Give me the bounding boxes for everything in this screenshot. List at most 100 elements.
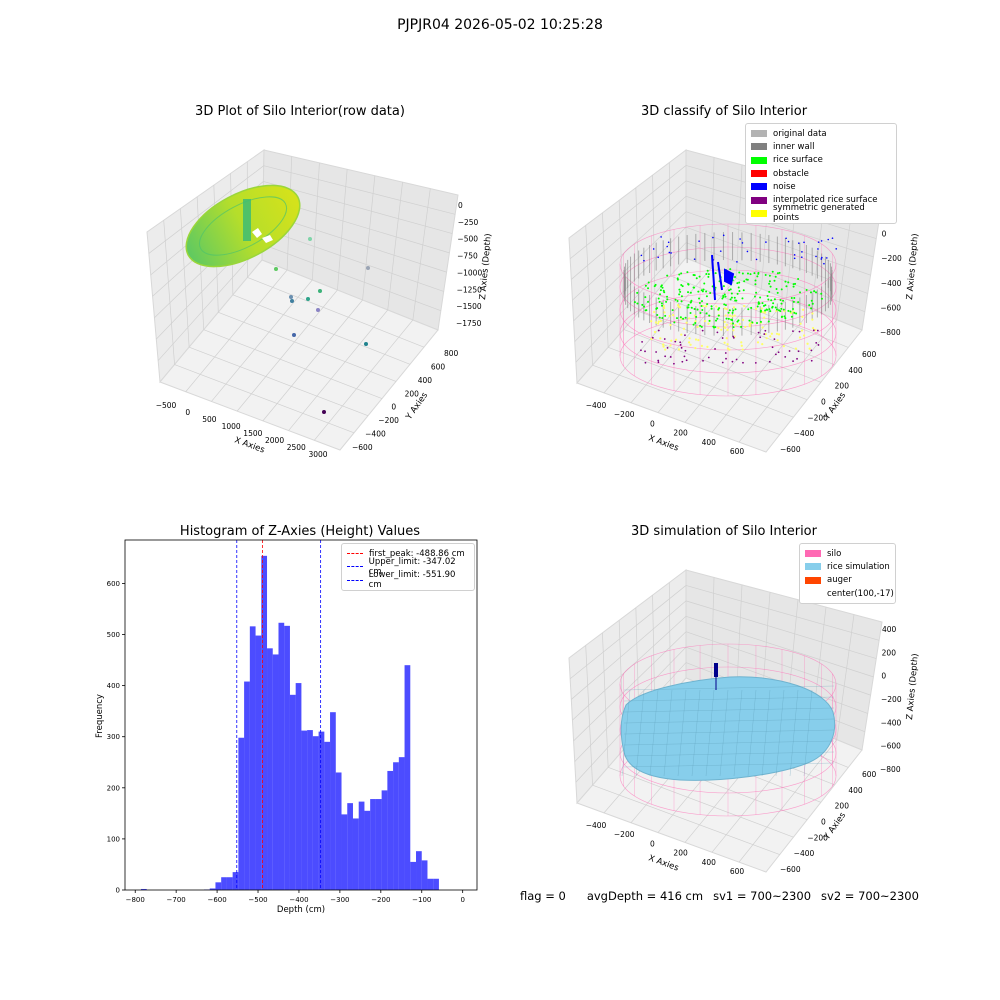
- rice-surface-point: [810, 299, 813, 302]
- rice-surface-point: [792, 283, 795, 286]
- rice-surface-point: [676, 300, 679, 303]
- symmetric-point: [738, 322, 741, 326]
- symmetric-point: [688, 317, 691, 320]
- rice-surface-point: [698, 297, 701, 300]
- symmetric-point: [670, 339, 673, 342]
- interpolated-point: [721, 361, 724, 364]
- grid-line: [189, 346, 369, 417]
- rice-surface-point: [769, 285, 772, 288]
- legend-label: obstacle: [773, 168, 809, 179]
- grid-line: [602, 212, 609, 348]
- rice-surface-point: [671, 309, 674, 312]
- rice-surface-point: [721, 297, 724, 300]
- raw-z-tick-label: −250: [458, 218, 479, 227]
- interpolated-point: [731, 360, 734, 363]
- mesh-line: [623, 751, 835, 757]
- legend-label: inner wall: [773, 141, 815, 152]
- interpolated-point: [764, 329, 767, 332]
- rice-surface-point: [709, 292, 712, 295]
- rice-surface-point: [749, 273, 752, 276]
- rice-surface-point: [793, 311, 796, 314]
- histogram-bar: [221, 877, 227, 890]
- histogram-x-ticks: −800 −700 −600 −500 −400 −300 −200 −100 0: [126, 890, 465, 904]
- histogram-x-tick-label: −400: [289, 896, 308, 904]
- legend-swatch: [751, 143, 767, 151]
- noise-point: [827, 238, 830, 241]
- legend-swatch: [751, 196, 767, 204]
- rice-surface-point: [757, 271, 760, 274]
- raw-x-tick-label: 500: [202, 415, 217, 424]
- simulation-y-tick-label: −400: [794, 849, 815, 858]
- rice-surface-point: [678, 288, 681, 291]
- raw-x-tick-label: 1500: [243, 429, 262, 438]
- histogram-bar: [261, 555, 268, 890]
- rice-surface-point: [780, 302, 783, 305]
- histogram-y-tick-label: 100: [107, 835, 120, 843]
- rice-surface-point: [723, 293, 726, 296]
- rice-surface-point: [762, 304, 765, 307]
- noise-point: [643, 259, 645, 262]
- histogram-x-tick-label: 0: [460, 896, 464, 904]
- rice-surface-point: [771, 306, 774, 309]
- rice-surface-point: [699, 324, 702, 327]
- raw-outlier-point: [366, 266, 370, 270]
- symmetric-point: [654, 321, 658, 324]
- rice-surface-point: [728, 289, 731, 292]
- rice-surface-point: [698, 301, 701, 304]
- mesh-line: [623, 729, 835, 735]
- histogram-bar: [301, 730, 308, 890]
- interpolated-point: [680, 346, 683, 349]
- histogram-bar: [398, 757, 405, 890]
- rice-surface-point: [730, 292, 733, 295]
- symmetric-point: [812, 327, 815, 330]
- symmetric-point: [702, 304, 705, 308]
- classify-x-tick-label: 600: [730, 447, 745, 456]
- histogram-bar: [393, 762, 399, 890]
- panel-histogram: −800 −700 −600 −500 −400 −300 −200 −100 0 0 100 20…: [95, 539, 478, 915]
- rice-surface-point: [745, 278, 748, 281]
- classify-x-tick-label: 400: [702, 438, 717, 447]
- legend-label: noise: [773, 181, 796, 192]
- rice-surface-point: [657, 297, 660, 300]
- rice-surface-point: [787, 309, 790, 312]
- raw-outlier-point: [290, 299, 294, 303]
- histogram-bar: [358, 801, 365, 890]
- classify-y-tick-label: 600: [862, 350, 877, 359]
- noise-point: [667, 241, 670, 244]
- grid-line: [603, 268, 712, 394]
- raw-z-tick-label: −1750: [456, 319, 482, 328]
- rice-surface-point: [782, 308, 785, 311]
- rice-surface-point: [680, 300, 683, 303]
- interpolated-point: [702, 359, 704, 362]
- legend-label: Lower_limit: -551.90 cm: [368, 570, 456, 591]
- grid-line: [592, 364, 780, 435]
- rice-surface-point: [778, 271, 781, 274]
- simulation-x-tick-label: −400: [586, 821, 607, 830]
- rice-surface-point: [705, 290, 708, 293]
- symmetric-point: [696, 325, 699, 329]
- histogram-legend-item: Lower_limit: -551.90 cm: [347, 570, 469, 590]
- noise-point: [741, 242, 744, 244]
- panel-raw-3d: −500050010001500200025003000−600−400−200…: [146, 149, 494, 459]
- symmetric-point: [726, 343, 729, 346]
- interpolated-point: [679, 341, 682, 344]
- grid-line: [232, 294, 411, 365]
- noise-point: [817, 248, 819, 250]
- histogram-y-axis-label: Frequency: [95, 694, 105, 738]
- panel-title-simulation: 3D simulation of Silo Interior: [631, 524, 817, 539]
- symmetric-point: [741, 348, 744, 351]
- classify-point-fill: [623, 232, 838, 365]
- grid-line: [685, 615, 874, 678]
- rice-surface-point: [661, 317, 664, 320]
- symmetric-point: [732, 329, 735, 332]
- interpolated-point: [655, 351, 658, 353]
- legend-line-swatch: [347, 566, 363, 568]
- symmetric-point: [650, 320, 653, 323]
- histogram-bar: [255, 635, 262, 890]
- raw-z-tick-label: 0: [458, 201, 463, 210]
- simulation-y-tick-label: −200: [807, 833, 828, 842]
- histogram-x-tick-label: −600: [207, 896, 226, 904]
- rice-surface-point: [644, 296, 647, 299]
- rice-surface-point: [710, 305, 713, 308]
- symmetric-point: [657, 322, 660, 325]
